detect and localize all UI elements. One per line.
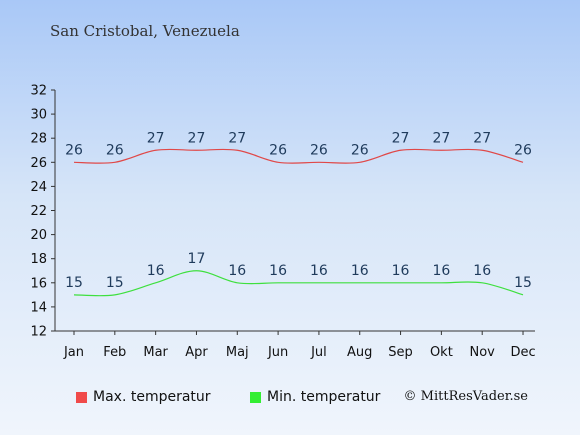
x-tick-label: Dec (510, 345, 535, 360)
y-tick-label: 26 (30, 156, 47, 171)
y-tick-label: 30 (30, 108, 47, 123)
y-tick-label: 28 (30, 132, 47, 147)
x-tick-label: Feb (103, 345, 126, 360)
x-tick-label: Apr (185, 345, 208, 360)
x-tick-label: Jul (310, 345, 327, 360)
legend-label-min: Min. temperatur (267, 389, 381, 405)
data-label-max: 26 (310, 142, 328, 158)
data-label-max: 27 (188, 130, 206, 146)
x-tick-label: Jan (63, 345, 84, 360)
legend-item-min: Min. temperatur (250, 389, 380, 405)
legend-label-max: Max. temperatur (93, 389, 211, 405)
legend-swatch-max (76, 391, 87, 403)
copyright-text: © MittResVader.se (403, 389, 528, 404)
data-label-min: 15 (65, 275, 83, 291)
y-tick-label: 32 (30, 84, 47, 99)
y-tick-label: 12 (30, 325, 47, 340)
data-label-min: 16 (147, 263, 165, 279)
series-line-min (73, 270, 524, 297)
x-tick-label: Aug (347, 345, 372, 360)
x-tick-label: Jun (267, 345, 288, 360)
data-label-max: 26 (351, 142, 369, 158)
data-label-max: 27 (432, 130, 450, 146)
data-label-min: 17 (188, 251, 206, 267)
y-tick-label: 22 (30, 204, 47, 219)
y-tick-label: 20 (30, 228, 47, 243)
data-label-max: 27 (392, 130, 410, 146)
legend-item-max: Max. temperatur (76, 389, 211, 405)
data-label-min: 16 (228, 263, 246, 279)
data-label-max: 26 (269, 142, 287, 158)
data-label-min: 16 (269, 263, 287, 279)
data-label-min: 16 (392, 263, 410, 279)
legend-swatch-min (250, 391, 261, 403)
data-label-min: 16 (310, 263, 328, 279)
y-tick-label: 14 (30, 300, 47, 315)
data-label-max: 26 (65, 142, 83, 158)
x-tick-label: Maj (226, 345, 249, 360)
x-tick-label: Mar (143, 345, 168, 360)
series-line-max (73, 148, 524, 164)
data-label-min: 15 (514, 275, 532, 291)
x-tick-label: Nov (470, 345, 496, 360)
data-label-min: 16 (473, 263, 491, 279)
y-tick-label: 24 (30, 180, 47, 195)
data-label-min: 16 (432, 263, 450, 279)
y-tick-label: 16 (30, 276, 47, 291)
data-label-max: 27 (228, 130, 246, 146)
data-label-max: 27 (147, 130, 165, 146)
data-label-max: 26 (106, 142, 124, 158)
x-tick-label: Okt (430, 345, 453, 360)
data-label-max: 27 (473, 130, 491, 146)
x-tick-label: Sep (388, 345, 413, 360)
data-label-min: 16 (351, 263, 369, 279)
data-label-max: 26 (514, 142, 532, 158)
y-tick-label: 18 (30, 252, 47, 267)
data-label-min: 15 (106, 275, 124, 291)
chart-title: San Cristobal, Venezuela (50, 22, 240, 40)
